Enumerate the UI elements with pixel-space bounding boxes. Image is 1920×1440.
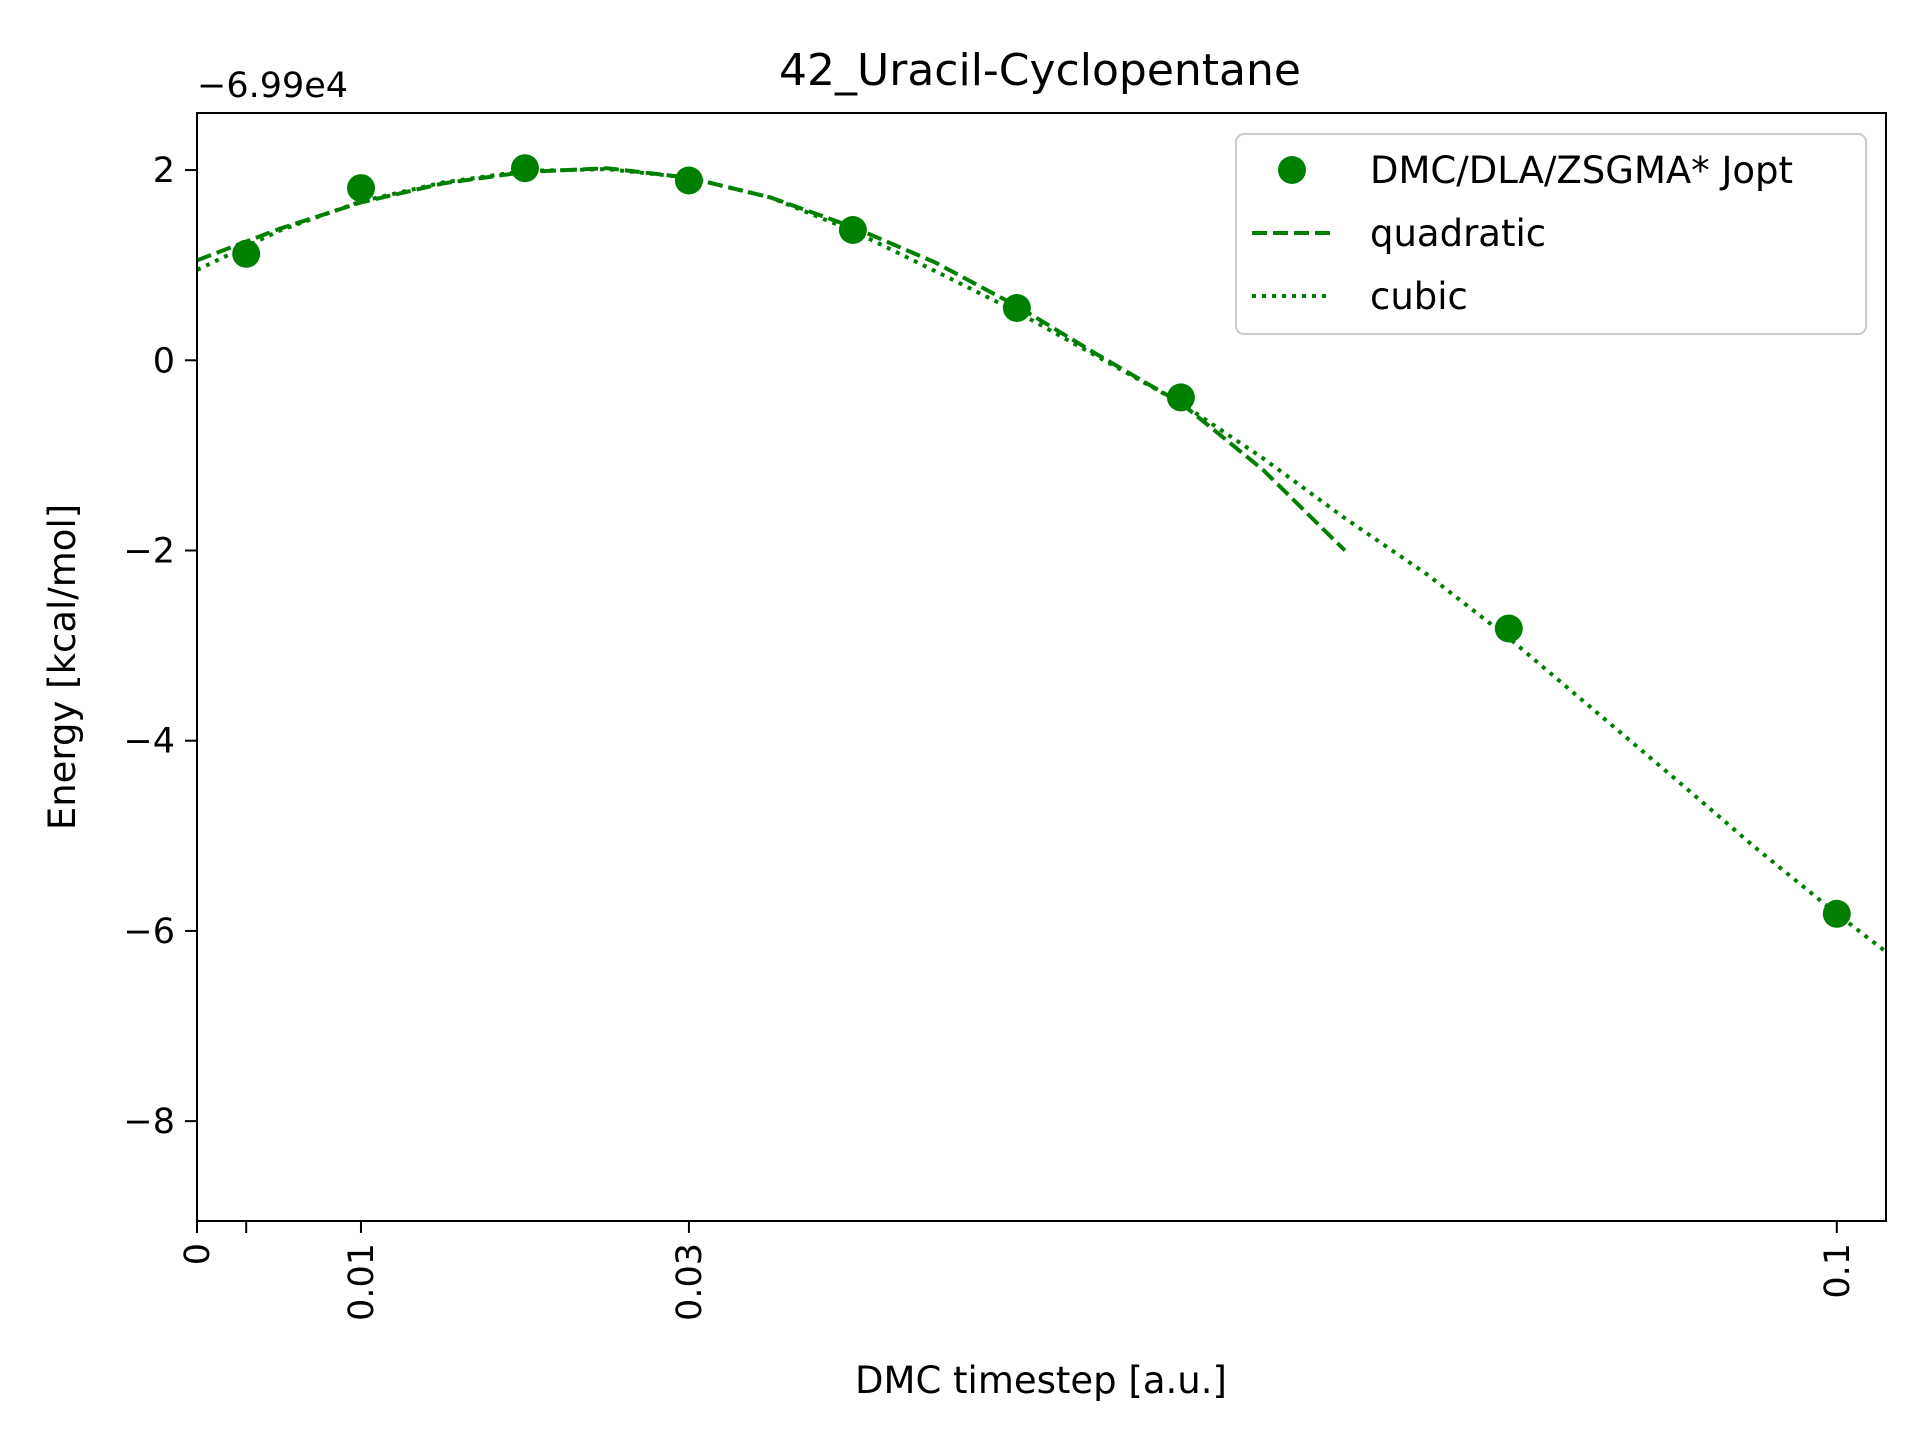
legend-label-cubic: cubic: [1370, 275, 1468, 318]
chart-title: 42_Uracil-Cyclopentane: [779, 45, 1301, 96]
legend-marker-markers: [1278, 156, 1306, 184]
y-axis: −8 −6 −4 −2 0 2: [123, 151, 197, 1142]
x-tick-label: 0.1: [1818, 1243, 1858, 1299]
data-point: [674, 166, 703, 195]
plot-frame: [196, 112, 1887, 1222]
data-point: [1166, 383, 1195, 412]
data-point: [1822, 899, 1851, 928]
data-point: [1494, 614, 1523, 643]
legend-label-quadratic: quadratic: [1370, 212, 1546, 255]
data-point: [232, 239, 261, 268]
y-tick-label: −8: [123, 1102, 175, 1142]
legend-label-dmc: DMC/DLA/ZSGMA* Jopt: [1370, 149, 1793, 192]
data-point: [1002, 294, 1031, 322]
data-point: [347, 174, 375, 203]
y-tick-label: −4: [123, 722, 175, 762]
y-tick-label: −2: [123, 531, 175, 571]
y-tick-label: 0: [153, 341, 175, 381]
plot-area: [197, 154, 1886, 954]
data-point: [838, 216, 867, 244]
legend: DMC/DLA/ZSGMA* Jopt quadratic cubic: [1235, 133, 1867, 335]
data-point: [511, 154, 539, 183]
y-tick-label: −6: [123, 912, 175, 952]
x-axis-label: DMC timestep [a.u.]: [855, 1359, 1227, 1402]
y-axis-label: Energy [kcal/mol]: [41, 504, 84, 830]
legend-box: [1235, 133, 1867, 335]
x-tick-label: 0: [178, 1243, 218, 1265]
y-tick-label: 2: [153, 151, 175, 191]
x-tick-label: 0.03: [670, 1243, 710, 1321]
x-tick-label: 0.01: [342, 1243, 382, 1321]
series-line-cubic: [197, 167, 1886, 954]
x-axis: 0 0.01 0.03 0.1: [178, 1221, 1858, 1321]
y-offset-label: −6.99e4: [197, 66, 348, 106]
